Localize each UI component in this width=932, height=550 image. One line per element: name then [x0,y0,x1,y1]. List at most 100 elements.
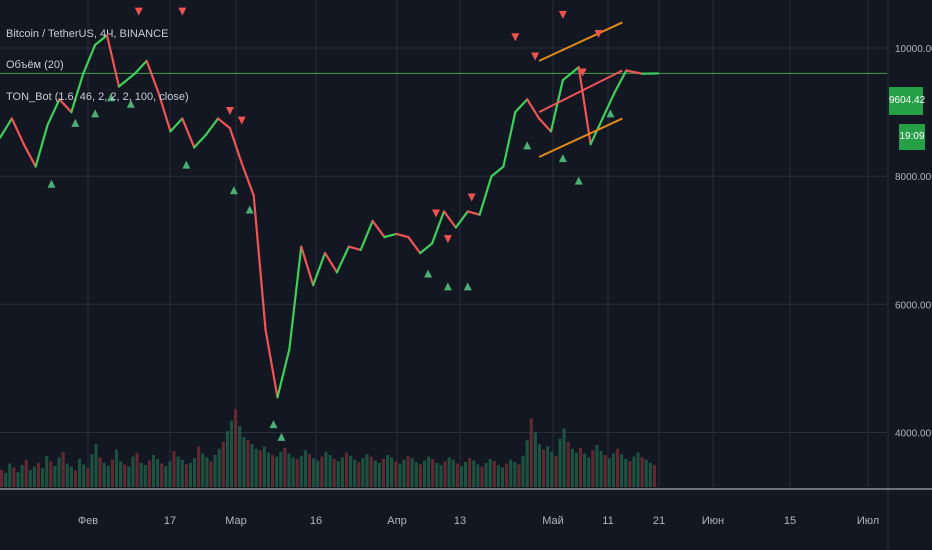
volume-bar [151,455,156,487]
volume-bar [147,460,151,487]
volume-bar [381,458,385,487]
volume-bar [180,459,184,487]
buy-signal-marker [91,109,100,118]
buy-signal-marker [277,432,286,441]
volume-bar [632,456,636,487]
volume-bar [172,451,176,487]
volume-bar [307,454,312,487]
legend-volume[interactable]: Объём (20) [6,59,64,71]
volume-bar [385,455,390,487]
volume-bar [65,463,69,487]
volume-bar [106,465,110,487]
volume-bar [197,446,201,487]
volume-bar [640,457,644,487]
buy-signal-marker [229,186,238,195]
x-tick-label: Июн [702,515,724,527]
buy-signal-marker [126,99,135,108]
series-segment [169,117,184,133]
series-segment [157,91,172,133]
volume-bar [324,451,328,487]
series-segment [613,69,628,95]
volume-bar [205,457,209,487]
sell-signal-marker [558,10,567,19]
buy-signal-marker [463,282,472,291]
volume-bar [4,472,8,487]
volume-bar [213,455,217,487]
x-tick-label: 16 [310,515,322,527]
series-segment [22,143,37,168]
volume-bar [636,452,640,487]
series-segment [335,245,350,274]
series-segment [478,175,493,216]
x-tick-label: 13 [454,515,466,527]
volume-bar [533,432,537,487]
series-segment [395,232,410,239]
series-segment [252,194,267,332]
x-tick-label: 15 [784,515,796,527]
series-segment [371,219,386,239]
volume-bar [12,467,16,487]
series-segment [625,69,644,75]
volume-bar [320,456,324,487]
volume-bar [135,452,139,487]
volume-bar [262,446,266,487]
x-tick-label: Апр [387,515,406,527]
series-segment [117,72,136,88]
volume-bar [110,459,114,487]
buy-signal-marker [269,420,278,429]
volume-bar [377,462,381,487]
series-segment [288,245,303,351]
volume-bar [299,455,303,487]
sell-signal-marker [594,30,603,39]
volume-bar [373,460,377,487]
volume-bar [570,448,574,487]
volume-bar [225,430,229,487]
volume-bar [332,458,336,487]
series-segment [312,252,327,287]
series-segment [46,98,61,127]
sell-signal-marker [531,52,540,61]
volume-bar [546,446,550,487]
volume-bars [0,409,656,487]
volume-bar [336,461,340,487]
volume-bar [78,458,82,487]
volume-bar [431,458,435,487]
sell-signal-marker [178,7,187,16]
volume-bar [578,448,583,487]
volume-bar [349,455,353,487]
series-segment [264,328,279,399]
trend-channel[interactable] [538,21,623,158]
buy-signal-marker [47,179,56,188]
volume-bar [517,464,521,487]
volume-bar [246,440,250,487]
volume-bar [86,468,90,487]
buy-signal-marker [424,269,433,278]
series-segment [419,242,434,255]
volume-bar [188,462,192,487]
series-segment [514,98,529,114]
volume-bar [266,452,271,487]
y-tick-label: 4000.00 [895,429,932,440]
y-tick-label: 10000.00 [895,44,932,55]
volume-bar [459,465,464,487]
series-segment [82,43,97,75]
x-tick-label: Май [542,515,564,527]
series-segment [94,34,109,46]
series-segment [561,66,580,82]
volume-bar [114,449,119,487]
volume-bar [123,464,127,487]
series-segment [490,165,505,178]
grid [0,0,887,487]
legend-indicator[interactable]: TON_Bot (1.6, 46, 2, 2, 2, 100, close) [6,91,189,103]
volume-bar [28,469,32,487]
volume-bar [427,456,431,487]
series-segment [407,235,422,255]
series-segment [466,210,481,216]
volume-bar [521,455,525,487]
legend-symbol[interactable]: Bitcoin / TetherUS, 4Ч, BINANCE [6,28,169,40]
volume-bar [98,457,102,487]
volume-bar [238,426,242,487]
